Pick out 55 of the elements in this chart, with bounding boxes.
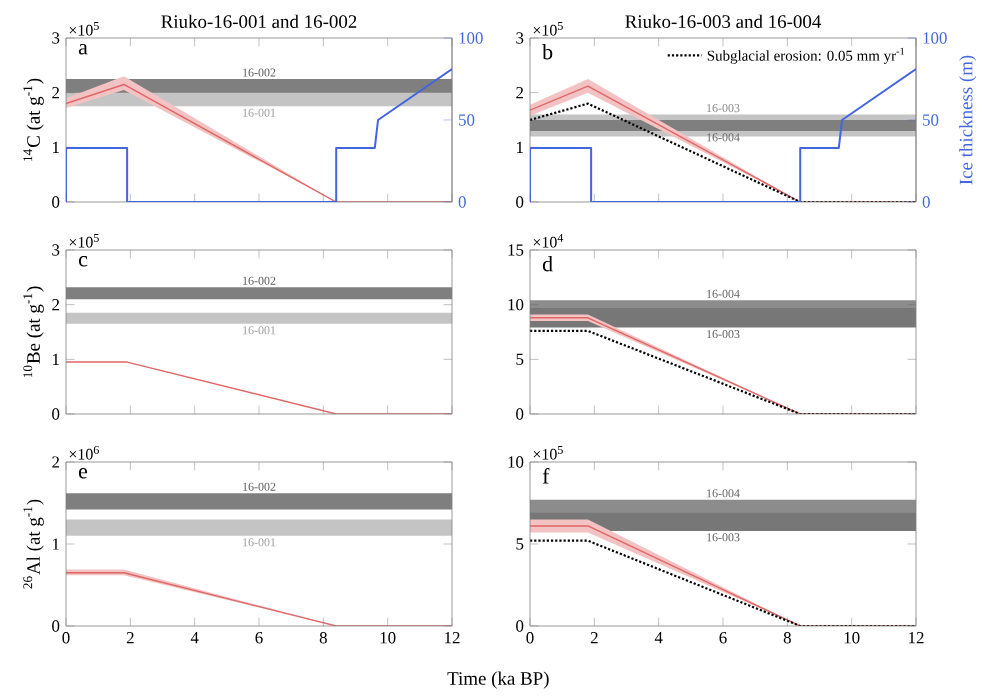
y-tick-label: 0	[52, 408, 60, 420]
y-tick-label: 15	[508, 244, 524, 256]
y-tick-label: 3	[52, 32, 60, 44]
y-tick-label: 3	[516, 32, 524, 44]
y-tick-label: 2	[52, 456, 60, 468]
y-tick-label: 5	[516, 538, 524, 550]
y2-tick-label: 50	[923, 114, 939, 126]
y-tick-label: 0	[52, 620, 60, 632]
y2-axis-title: Ice thickness (m)	[959, 55, 977, 185]
x-tick-label: 0	[526, 632, 534, 644]
y-tick-label: 5	[516, 353, 524, 365]
annotation: b	[542, 44, 553, 60]
x-tick-label: 10	[380, 632, 396, 644]
y-tick-label: 2	[516, 87, 524, 99]
x-tick-label: 8	[319, 632, 327, 644]
annotation: e	[78, 468, 88, 479]
y-tick-label: 0	[52, 196, 60, 208]
annotation: d	[542, 256, 553, 272]
x-tick-label: 4	[654, 632, 663, 644]
y-tick-label: 0	[516, 620, 524, 632]
y-tick-label: 2	[52, 87, 60, 99]
y-tick-label: 0	[516, 408, 524, 420]
y2-tick-label: 50	[459, 114, 475, 126]
chart-title: Riuko-16-003 and 16-004	[625, 14, 822, 28]
y-tick-label: 1	[52, 538, 59, 550]
x-tick-label: 6	[255, 632, 263, 644]
annotation: f	[542, 468, 550, 484]
y-tick-label: 1	[52, 141, 59, 153]
x-tick-label: 0	[62, 632, 70, 644]
x-tick-label: 10	[844, 632, 860, 644]
x-tick-label: 8	[783, 632, 791, 644]
y-axis-title: $^{26}$Al (at g$^{-1}$)	[23, 499, 44, 589]
y-tick-label: 1	[52, 353, 59, 365]
y2-tick-label: 100	[923, 32, 947, 44]
y-tick-label: 2	[52, 299, 60, 311]
x-tick-label: 2	[590, 632, 598, 644]
x-tick-label: 6	[719, 632, 727, 644]
y-axis-title: $^{14}$C (at g$^{-1}$)	[23, 78, 44, 161]
y-tick-label: 1	[516, 141, 523, 153]
y2-tick-label: 0	[458, 196, 466, 208]
x-tick-label: 12	[909, 632, 924, 644]
y-tick-label: 3	[52, 244, 60, 256]
y2-tick-label: 100	[459, 32, 483, 44]
y-axis-title: $^{10}$Be (at g$^{-1}$)	[23, 286, 44, 378]
x-tick-label: 2	[126, 632, 134, 644]
annotation: c	[78, 256, 88, 267]
x-tick-label: 4	[190, 632, 199, 644]
y-tick-label: 0	[516, 196, 524, 208]
annotation: a	[78, 44, 88, 55]
x-tick-label: 12	[445, 632, 460, 644]
chart-title: Riuko-16-001 and 16-002	[161, 14, 357, 28]
y-tick-label: 10	[508, 456, 524, 468]
y2-tick-label: 0	[922, 196, 930, 208]
x-axis-title: Time (ka BP)	[447, 671, 549, 689]
y-tick-label: 10	[508, 298, 524, 311]
